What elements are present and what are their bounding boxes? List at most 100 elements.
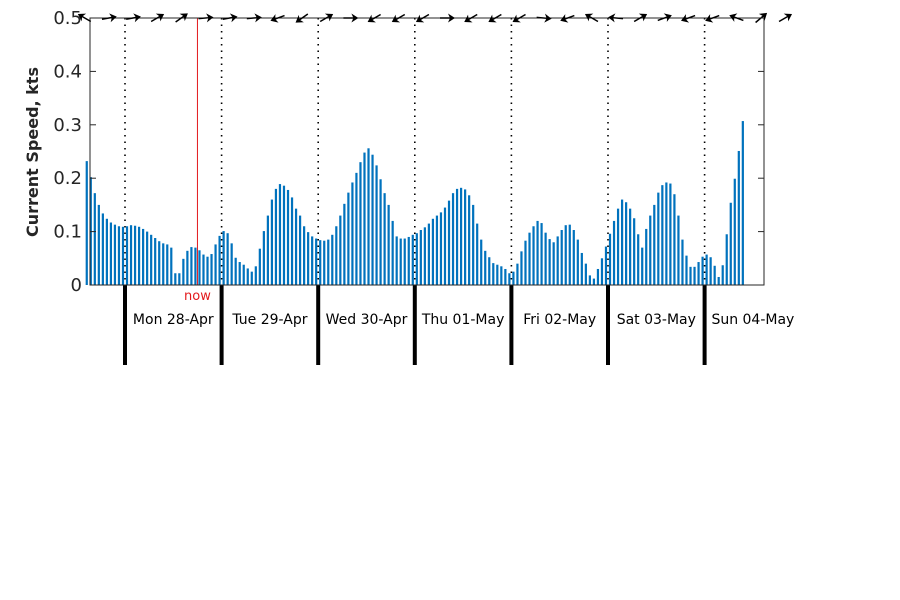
arrow-head	[295, 14, 304, 23]
speed-bar	[709, 257, 712, 285]
speed-bar	[133, 225, 137, 285]
y-tick-label: 0.4	[53, 61, 82, 82]
day-label: Thu 01-May	[421, 312, 505, 328]
speed-bar	[427, 223, 430, 285]
plot-axes	[89, 17, 765, 286]
speed-bar	[616, 208, 620, 285]
speed-bar	[85, 161, 88, 285]
speed-bar	[222, 231, 225, 285]
day-label: Sat 03-May	[617, 312, 696, 328]
speed-bar	[298, 215, 302, 285]
direction-arrow-icon	[101, 13, 117, 23]
speed-bar	[592, 278, 596, 285]
speed-bar	[608, 233, 612, 285]
speed-bar	[282, 185, 286, 285]
speed-bar	[580, 252, 583, 285]
speed-bar	[455, 188, 459, 285]
speed-bar	[387, 204, 390, 285]
speed-bar	[536, 220, 539, 285]
speed-bar	[182, 258, 185, 285]
direction-arrow-icon	[680, 14, 696, 23]
y-tick-label: 0.2	[53, 168, 82, 189]
speed-bar	[407, 236, 410, 285]
speed-bar	[600, 258, 604, 285]
speed-bar	[198, 250, 201, 285]
direction-arrow-icon	[512, 13, 526, 23]
speed-bar	[641, 247, 644, 285]
speed-bar	[572, 230, 575, 285]
speed-bar	[620, 199, 624, 285]
speed-bar	[637, 234, 640, 285]
direction-arrows	[77, 12, 793, 24]
speed-bar	[327, 239, 330, 285]
speed-bar	[673, 194, 676, 285]
arrow-head	[783, 13, 793, 22]
arrow-shaft	[246, 16, 259, 20]
day-label: Wed 30-Apr	[326, 312, 408, 328]
speed-bar	[399, 238, 402, 285]
speed-bar	[286, 189, 290, 285]
speed-bar	[520, 251, 523, 285]
speed-bar	[540, 223, 543, 285]
speed-bar	[737, 150, 740, 285]
speed-bar	[459, 187, 463, 285]
speed-bar	[307, 232, 310, 285]
speed-bar	[125, 226, 129, 285]
direction-arrow-icon	[584, 13, 599, 23]
direction-arrow-icon	[198, 13, 214, 23]
speed-bar	[311, 236, 314, 285]
speed-bar	[403, 238, 406, 285]
arrow-head	[206, 13, 214, 23]
speed-bar	[174, 273, 177, 285]
speed-bar	[556, 236, 559, 285]
speed-bar	[560, 230, 563, 285]
speed-bar	[323, 240, 326, 285]
speed-bar	[242, 264, 245, 285]
speed-bar	[484, 250, 487, 285]
speed-bar	[97, 204, 100, 285]
speed-bar	[681, 239, 684, 285]
speed-bar	[375, 165, 378, 285]
speed-bar	[612, 220, 616, 285]
arrow-head	[391, 14, 401, 23]
speed-bar	[733, 178, 736, 285]
direction-arrow-icon	[343, 13, 359, 23]
day-label: Tue 29-Apr	[231, 312, 307, 328]
speed-bar	[705, 254, 708, 285]
speed-bar	[359, 162, 362, 285]
speed-bar	[435, 215, 439, 285]
arrow-head	[758, 12, 768, 21]
speed-bar	[661, 185, 664, 285]
direction-arrow-icon	[391, 13, 406, 23]
direction-arrow-icon	[77, 13, 92, 23]
speed-bar	[415, 233, 418, 285]
direction-arrow-icon	[175, 13, 188, 23]
speed-bar	[367, 148, 370, 285]
arrow-head	[448, 13, 455, 23]
speed-bar	[713, 265, 716, 285]
direction-arrow-icon	[608, 13, 624, 23]
arrow-head	[705, 14, 714, 23]
speed-bar	[564, 225, 567, 285]
speed-bar	[596, 268, 600, 285]
speed-bar	[717, 276, 720, 285]
speed-bar	[488, 257, 491, 285]
speed-bar	[210, 254, 213, 285]
speed-bar	[701, 256, 704, 285]
speed-bar	[649, 215, 652, 285]
speed-bar	[351, 182, 354, 285]
speed-bar	[218, 235, 221, 285]
speed-bar	[270, 199, 274, 285]
speed-bar	[278, 184, 282, 285]
speed-bar	[254, 266, 257, 285]
speed-bar	[379, 179, 382, 285]
speed-bar	[685, 255, 688, 285]
speed-bar	[347, 192, 350, 285]
arrow-head	[77, 13, 87, 22]
arrow-shaft	[126, 16, 139, 20]
now-marker: now	[184, 18, 211, 304]
arrow-head	[584, 13, 594, 22]
speed-bar	[105, 218, 108, 285]
speed-bar	[653, 204, 656, 285]
direction-arrow-icon	[126, 13, 141, 23]
